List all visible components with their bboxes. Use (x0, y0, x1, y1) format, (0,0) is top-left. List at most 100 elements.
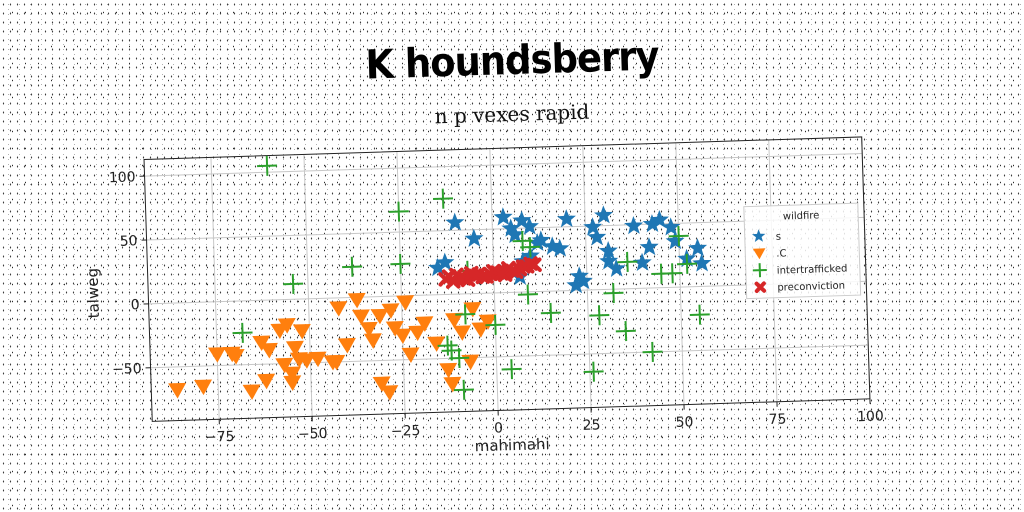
data-point (437, 335, 458, 356)
data-point (445, 312, 464, 329)
legend-label: .C (776, 248, 787, 259)
legend-label: intertrafficked (777, 263, 848, 276)
data-point (639, 237, 659, 256)
data-point (347, 292, 366, 309)
data-point (464, 265, 479, 281)
data-point (520, 237, 541, 258)
data-point (329, 301, 348, 317)
data-point (168, 382, 187, 399)
data-point (661, 217, 681, 236)
data-point (257, 373, 276, 390)
x-grid-line (396, 151, 406, 414)
x-axis-label: mahimahi (474, 435, 549, 455)
data-point (359, 321, 378, 338)
legend-label: preconviction (777, 281, 845, 294)
ticks-layer: −75 −50 −25 0 25 50 75 100 −50 0 50 100 (109, 169, 884, 446)
data-point (594, 205, 614, 224)
data-point (194, 379, 213, 396)
data-point (226, 349, 245, 365)
data-point (401, 347, 420, 363)
data-point (445, 212, 465, 231)
data-point (649, 210, 669, 229)
data-point (282, 366, 301, 383)
data-point (598, 241, 618, 260)
data-point (587, 227, 607, 246)
x-tick-label: −50 (298, 426, 328, 443)
data-point (380, 385, 399, 401)
data-point (337, 337, 356, 354)
data-point (435, 252, 455, 271)
data-point (259, 342, 278, 359)
data-point (519, 216, 539, 235)
data-point (501, 359, 522, 380)
data-point (372, 376, 391, 393)
legend-marker (752, 263, 767, 278)
data-point (665, 231, 685, 250)
x-tick-label: −25 (391, 423, 421, 440)
x-grid-line (582, 145, 592, 408)
x-grid-line (303, 154, 313, 417)
points-layer (168, 155, 712, 401)
data-point (556, 209, 576, 228)
data-point (453, 379, 474, 400)
series-c (168, 292, 497, 401)
data-point (283, 273, 304, 294)
data-point (508, 264, 524, 280)
data-point (390, 253, 411, 274)
data-point (463, 301, 482, 318)
y-tick-label: 0 (130, 297, 139, 313)
data-point (668, 226, 689, 247)
data-point (471, 322, 490, 338)
x-tick-label: −75 (205, 429, 235, 446)
data-point (408, 325, 427, 342)
data-point (363, 333, 382, 349)
data-point (433, 188, 454, 209)
data-point (485, 314, 506, 335)
x-tick-label: 75 (768, 411, 786, 428)
legend-title: wildfire (783, 210, 820, 222)
data-point (449, 347, 470, 369)
data-point (455, 304, 476, 325)
data-point (573, 271, 593, 290)
y-tick-label: 50 (120, 233, 138, 250)
data-point (381, 303, 400, 319)
data-point (275, 357, 294, 374)
data-point (297, 353, 316, 369)
plot-frame (143, 136, 871, 422)
series-intertrafficked (232, 155, 710, 400)
data-point (452, 325, 471, 341)
data-point (461, 354, 480, 371)
data-point (443, 376, 462, 393)
data-point (207, 347, 226, 363)
data-point (583, 361, 604, 382)
legend-marker (751, 229, 766, 243)
data-point (283, 375, 302, 391)
data-point (415, 316, 434, 332)
data-point (427, 336, 446, 352)
legend: wildfire s .C intertrafficked preconviction (743, 202, 862, 300)
data-point (388, 201, 409, 222)
data-point (689, 304, 710, 325)
data-point (624, 215, 644, 235)
data-point (493, 266, 509, 281)
legend-marker (754, 281, 767, 293)
data-point (257, 155, 278, 176)
x-tick-label: 50 (675, 414, 693, 431)
data-point (449, 267, 465, 283)
data-point (632, 252, 652, 271)
data-point (589, 305, 610, 326)
data-point (327, 354, 346, 371)
data-point (308, 351, 327, 368)
data-point (285, 340, 304, 357)
y-grid-line (144, 153, 863, 177)
data-point (464, 228, 484, 247)
data-point (232, 322, 253, 343)
data-point (603, 283, 624, 304)
legend-marker (752, 248, 766, 260)
data-point (642, 214, 662, 233)
legend-entries: s .C intertrafficked preconviction (751, 229, 848, 294)
x-tick-label: 0 (494, 420, 503, 436)
x-grid-line (210, 157, 220, 420)
data-point (396, 295, 415, 311)
data-point (351, 309, 370, 325)
